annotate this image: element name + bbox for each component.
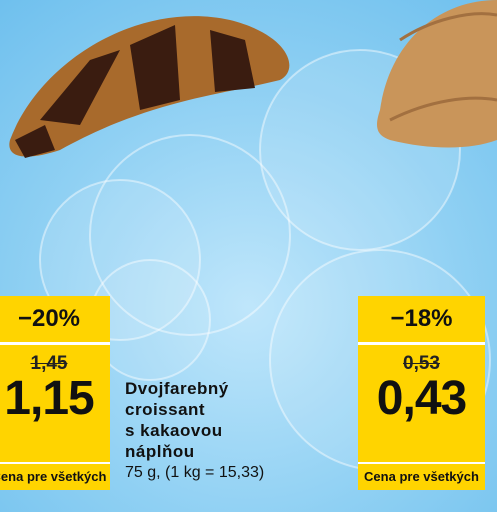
product-name-line: s kakaovou: [125, 421, 223, 440]
old-price: 0,53: [403, 353, 440, 374]
croissant-left: [9, 16, 290, 158]
product-name-line: náplňou: [125, 442, 195, 461]
product-name-line: croissant: [125, 400, 206, 419]
new-price: 1,15: [4, 372, 94, 425]
product-name-line: Dvojfarebný: [125, 379, 229, 398]
new-price: 0,43: [376, 372, 467, 425]
price-label: Cena pre všetkých: [358, 462, 485, 490]
product-description: Dvojfarebný croissant s kakaovou náplňou…: [125, 378, 264, 484]
old-price: 1,45: [30, 353, 68, 374]
price-tag: −18% 0,53 0,43 Cena pre všetkých: [358, 296, 485, 490]
product-weight: 75 g, (1 kg = 15,33): [125, 464, 265, 481]
price-label: Cena pre všetkých: [0, 462, 110, 490]
croissant-right: [377, 0, 497, 148]
discount: −20%: [0, 296, 110, 345]
discount: −18%: [358, 296, 485, 345]
price-tag: −20% 1,45 1,15 Cena pre všetkých: [0, 296, 110, 490]
